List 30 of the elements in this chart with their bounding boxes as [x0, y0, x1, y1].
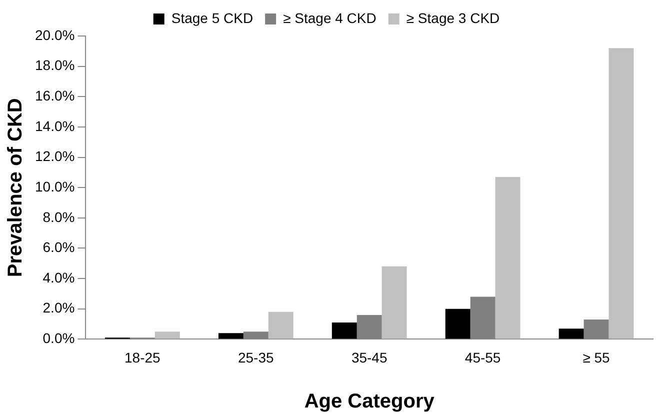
- bar: [445, 308, 470, 339]
- y-tick-label: 20.0%: [34, 26, 75, 43]
- x-tick-label: 25-35: [238, 349, 274, 366]
- y-tick-label: 16.0%: [34, 88, 75, 104]
- x-tick-label: 45-55: [464, 349, 501, 366]
- y-tick-label: 18.0%: [34, 57, 75, 74]
- x-tick-label: 18-25: [124, 349, 161, 366]
- y-tick-label: 12.0%: [34, 148, 75, 164]
- bar: [608, 48, 634, 339]
- bar: [154, 332, 180, 339]
- legend-label: Stage 5 CKD: [171, 10, 254, 26]
- x-tick-label: 35-45: [351, 349, 388, 366]
- legend-label: ≥ Stage 3 CKD: [406, 10, 500, 26]
- y-tick-label: 14.0%: [34, 118, 75, 134]
- y-tick-label: 4.0%: [42, 269, 75, 286]
- bar: [495, 176, 520, 339]
- y-tick-label: 10.0%: [34, 178, 75, 194]
- bar: [218, 333, 244, 339]
- bar: [558, 328, 584, 339]
- bar: [332, 322, 357, 339]
- x-tick-label: ≥ 55: [582, 349, 610, 366]
- y-tick-label: 8.0%: [42, 208, 75, 225]
- x-axis-title: Age Category: [304, 390, 436, 413]
- legend-label: ≥ Stage 4 CKD: [283, 10, 376, 26]
- bar: [382, 266, 407, 339]
- y-tick-label: 6.0%: [42, 239, 75, 256]
- y-tick-label: 2.0%: [42, 300, 75, 316]
- bar: [268, 312, 294, 339]
- y-axis-title: Prevalence of CKD: [4, 98, 27, 278]
- y-tick-label: 0.0%: [42, 330, 75, 346]
